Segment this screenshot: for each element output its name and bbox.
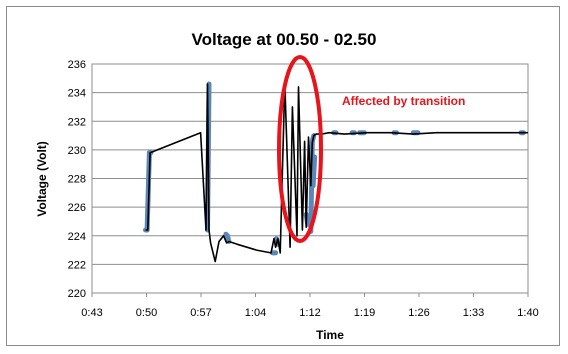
series-measured-segment — [310, 154, 318, 189]
y-tick-label: 222 — [68, 259, 86, 271]
y-tick-label: 230 — [68, 145, 86, 157]
x-tick-label: 1:33 — [463, 307, 484, 319]
y-tick-label: 220 — [68, 288, 86, 300]
y-tick-label: 228 — [68, 174, 86, 186]
x-tick-label: 1:26 — [408, 307, 429, 319]
x-tick-label: 1:19 — [354, 307, 375, 319]
x-axis-title: Time — [316, 328, 344, 342]
x-axis: 0:43 0:50 0:57 1:04 1:12 1:19 1:26 1:33 1:40 — [81, 293, 539, 319]
y-tick-label: 232 — [68, 116, 86, 128]
chart-title: Voltage at 00.50 - 02.50 — [192, 30, 377, 49]
y-axis-title: Voltage (Volt) — [35, 141, 49, 217]
annotation-label: Affected by transition — [342, 94, 465, 108]
y-axis: 220 222 224 226 228 230 232 234 236 — [68, 59, 86, 300]
x-tick-label: 1:04 — [245, 307, 266, 319]
y-tick-label: 236 — [68, 59, 86, 71]
x-tick-label: 1:12 — [299, 307, 320, 319]
annotation-ellipse — [277, 55, 323, 243]
series-voltage-line — [145, 81, 528, 263]
series-layer — [143, 81, 528, 263]
x-tick-label: 1:40 — [517, 307, 538, 319]
series-measured-segment — [223, 231, 232, 244]
x-tick-label: 0:50 — [136, 307, 157, 319]
y-tick-label: 234 — [68, 88, 86, 100]
x-tick-label: 0:43 — [81, 307, 102, 319]
y-tick-label: 224 — [68, 231, 86, 243]
x-tick-label: 0:57 — [190, 307, 211, 319]
y-tick-label: 226 — [68, 202, 86, 214]
